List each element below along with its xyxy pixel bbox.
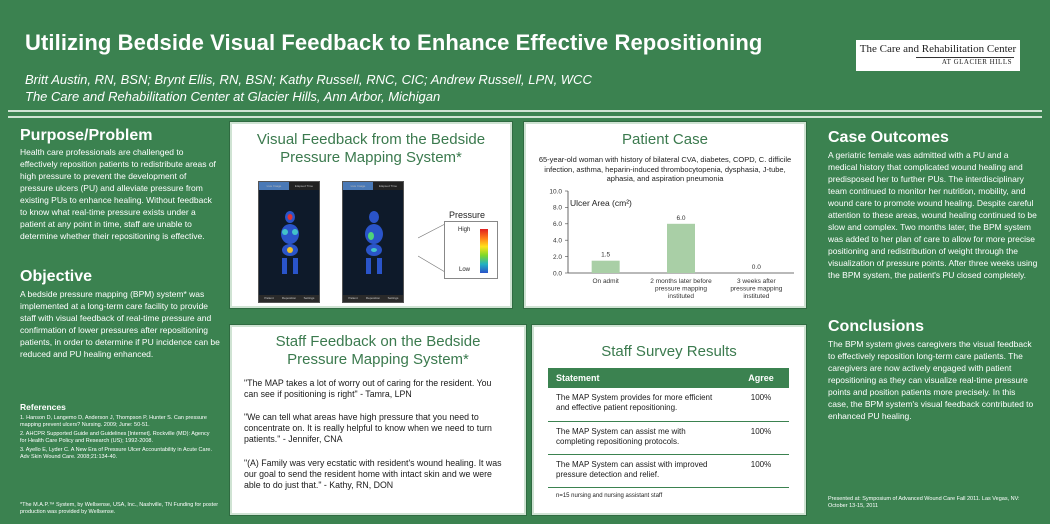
scan-footer-settings: Settings — [303, 296, 315, 300]
header-divider-top — [8, 110, 1042, 112]
pressure-label: Pressure — [449, 210, 486, 220]
purpose-heading: Purpose/Problem — [20, 127, 153, 144]
chart-title: Ulcer Area (cm²) — [570, 198, 632, 208]
category-label: pressure mapping — [730, 286, 782, 293]
logo-line2: AT GLACIER HILLS — [941, 58, 1012, 66]
institution: The Care and Rehabilitation Center at Gl… — [25, 89, 441, 104]
agree-cell: 100% — [733, 388, 789, 422]
pressure-body-outline — [365, 211, 383, 274]
survey-note: n=15 nursing and nursing assistant staff — [556, 493, 663, 499]
callout-lines — [418, 223, 446, 273]
header-divider-bottom — [8, 116, 1042, 118]
outcomes-heading: Case Outcomes — [828, 129, 949, 146]
pressure-color-scale — [480, 229, 488, 273]
chart-bar — [667, 223, 695, 273]
scan-tab-live: Live Image — [343, 182, 373, 190]
staff-survey-title: Staff Survey Results — [601, 343, 737, 360]
table-row: The MAP System can assist with improved … — [548, 454, 789, 488]
patient-case-title: Patient Case — [622, 131, 708, 148]
author-list: Britt Austin, RN, BSN; Brynt Ellis, RN, … — [25, 72, 592, 87]
presented-at: Presented at: Symposium of Advanced Woun… — [828, 496, 1020, 509]
visual-feedback-title: Visual Feedback from the Bedside Pressur… — [256, 131, 486, 166]
logo-rule — [916, 57, 1014, 58]
scan-footer-reposition: Reposition — [281, 296, 297, 300]
ulcer-area-chart: 0.0 2.0 4.0 6.0 8.0 10.0 1.5 6.0 0.0 On admit 2 … — [549, 188, 794, 300]
pressure-map-image-2: Live Image Elapsed Time Patient Reposition… — [342, 181, 404, 303]
col-statement: Statement — [548, 368, 733, 388]
objective-heading: Objective — [20, 268, 93, 285]
scan-footer-patient: Patient — [348, 296, 358, 300]
conclusions-heading: Conclusions — [828, 318, 925, 335]
purpose-text: Health care professionals are challenged… — [20, 147, 216, 241]
staff-quote: "We can tell what areas have high pressu… — [244, 412, 492, 444]
category-label: On admit — [592, 278, 619, 285]
agree-cell: 100% — [733, 421, 789, 455]
reference-item: 3. Ayello E, Lyder C. A New Era of Press… — [20, 447, 212, 460]
survey-table: Statement Agree The MAP System provides … — [548, 368, 789, 488]
col-agree: Agree — [733, 368, 789, 388]
staff-feedback-panel: Staff Feedback on the Bedside Pressure M… — [229, 324, 527, 516]
category-label: instituted — [743, 293, 769, 300]
agree-cell: 100% — [733, 454, 789, 488]
legend-high-label: High — [458, 227, 471, 233]
table-row: The MAP System provides for more efficie… — [548, 388, 789, 422]
authors-block: Britt Austin, RN, BSN; Brynt Ellis, RN, … — [25, 71, 592, 105]
statement-cell: The MAP System can assist me with comple… — [548, 421, 733, 455]
reference-item: 2. AHCPR Supported Guide and Guidelines … — [20, 431, 210, 444]
scan-footer-reposition: Reposition — [365, 296, 381, 300]
staff-feedback-title: Staff Feedback on the Bedside Pressure M… — [275, 333, 481, 368]
statement-cell: The MAP System can assist with improved … — [548, 454, 733, 488]
category-label: instituted — [668, 293, 694, 300]
logo-line1: The Care and Rehabilitation Center — [859, 43, 1017, 55]
y-tick-label: 6.0 — [553, 221, 562, 228]
bar-value-label: 0.0 — [752, 264, 761, 271]
outcomes-text: A geriatric female was admitted with a P… — [828, 150, 1038, 280]
category-label: 2 months later before — [650, 278, 712, 285]
scan-tab-elapsed: Elapsed Time — [294, 184, 314, 188]
pressure-legend — [444, 221, 498, 279]
y-tick-label: 8.0 — [553, 205, 562, 212]
y-tick-label: 4.0 — [553, 238, 562, 245]
references-list: 1. Hanson D, Langemo D, Anderson J, Thom… — [20, 415, 216, 463]
scan-tab-elapsed: Elapsed Time — [378, 184, 398, 188]
objective-text: A bedside pressure mapping (BPM) system*… — [20, 289, 220, 359]
poster-title: Utilizing Bedside Visual Feedback to Enh… — [25, 30, 763, 55]
staff-quote: "(A) Family was very ecstatic with resid… — [244, 458, 502, 490]
pressure-map-image-1: Live Image Elapsed Time Patient Reposition… — [258, 181, 320, 303]
legend-low-label: Low — [459, 267, 471, 273]
chart-bar — [591, 260, 620, 273]
table-row: The MAP System can assist me with comple… — [548, 421, 789, 455]
reference-item: 1. Hanson D, Langemo D, Anderson J, Thom… — [20, 415, 207, 428]
y-tick-label: 10.0 — [549, 188, 562, 195]
category-label: pressure mapping — [655, 286, 707, 293]
survey-table-header: Statement Agree — [548, 368, 789, 388]
bar-value-label: 1.5 — [601, 252, 610, 259]
patient-case-description: 65-year-old woman with history of bilate… — [538, 155, 792, 183]
y-tick-label: 2.0 — [553, 254, 562, 261]
staff-quote: "The MAP takes a lot of worry out of car… — [244, 378, 492, 399]
chart-bars: 1.5 6.0 0.0 — [591, 215, 761, 273]
conclusions-text: The BPM system gives caregivers the visu… — [828, 339, 1034, 421]
y-tick-label: 0.0 — [553, 270, 562, 277]
pressure-body-outline — [281, 211, 299, 274]
statement-cell: The MAP System provides for more efficie… — [548, 388, 733, 422]
chart-y-ticks: 0.0 2.0 4.0 6.0 8.0 10.0 — [549, 188, 568, 277]
bar-value-label: 6.0 — [676, 215, 685, 222]
references-heading: References — [20, 402, 66, 412]
scan-tab-live: Live Image — [259, 182, 289, 190]
scan-footer-settings: Settings — [387, 296, 399, 300]
scan-footer-patient: Patient — [264, 296, 274, 300]
patient-case-panel: Patient Case 65-year-old woman with hist… — [523, 121, 807, 309]
category-label: 3 weeks after — [737, 278, 776, 285]
institution-logo: The Care and Rehabilitation Center AT GL… — [856, 40, 1020, 71]
footnote: *The M.A.P.™ System, by Wellsense, USA, … — [20, 502, 219, 515]
